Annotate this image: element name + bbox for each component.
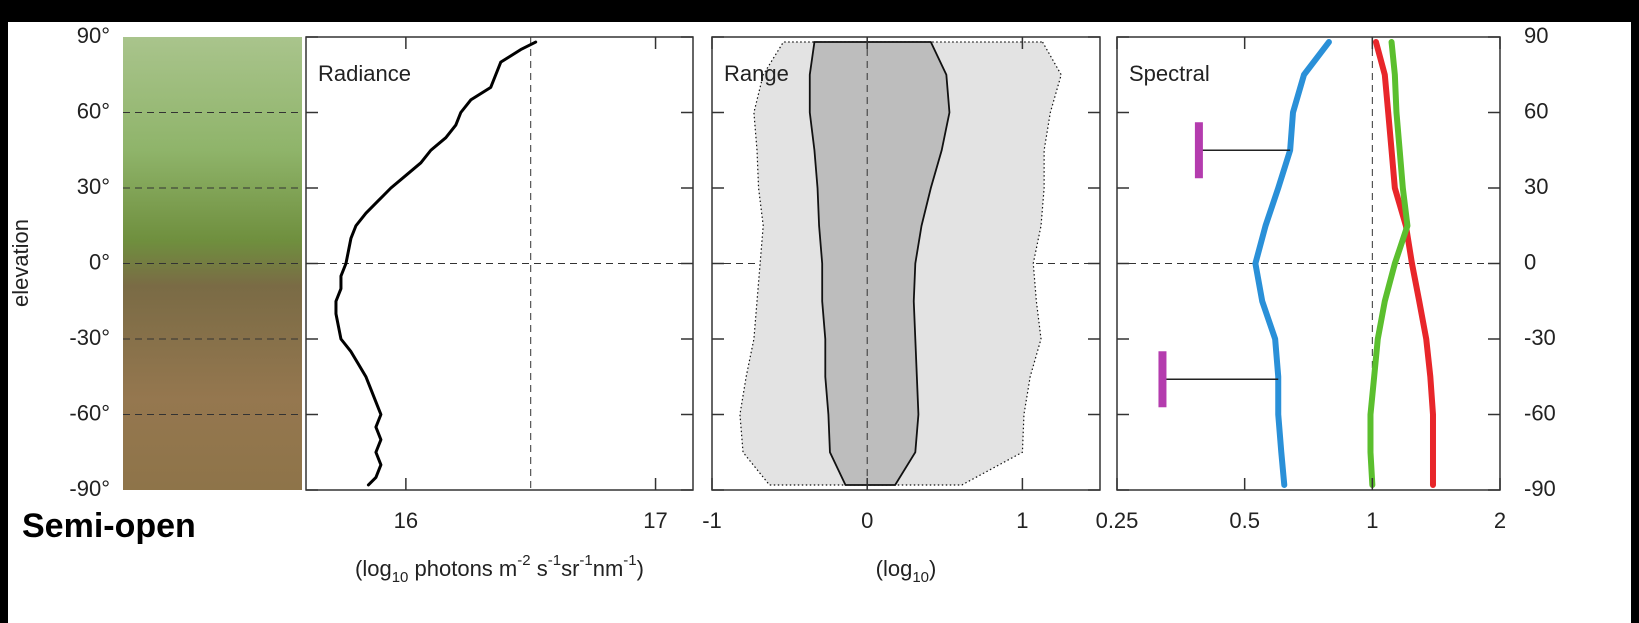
- series-line: [334, 40, 538, 487]
- x-tick-label: 1: [1016, 508, 1028, 533]
- y-tick-label: -30: [1524, 325, 1556, 350]
- panel-title: Radiance: [318, 61, 411, 86]
- y-tick-label: -90°: [69, 476, 110, 501]
- x-axis-label: (log10 photons m-2 s-1sr-1nm-1): [355, 552, 644, 586]
- x-axis-label-part: (log: [876, 556, 913, 581]
- marker-bar: [1158, 351, 1167, 408]
- y-tick-label: 30: [1524, 174, 1548, 199]
- x-axis-label-part: -1: [623, 552, 636, 569]
- marker-bar: [1194, 122, 1203, 179]
- x-tick-label: 17: [643, 508, 667, 533]
- x-tick-label: 0.5: [1229, 508, 1260, 533]
- x-tick-label: 0.25: [1096, 508, 1139, 533]
- y-tick-label: 0°: [89, 249, 110, 274]
- x-tick-label: 1: [1366, 508, 1378, 533]
- y-tick-label: 90: [1524, 23, 1548, 48]
- y-tick-label: 60°: [77, 98, 110, 123]
- figure-label: Semi-open: [22, 507, 196, 545]
- x-axis-label: (log10): [876, 556, 937, 586]
- x-tick-label: -1: [702, 508, 722, 533]
- x-axis-label-part: ): [929, 556, 936, 581]
- x-axis-label-part: -2: [517, 552, 530, 569]
- x-axis-label-part: 10: [912, 569, 929, 586]
- x-axis-label-part: 10: [392, 569, 409, 586]
- range-band: [808, 41, 951, 486]
- y-tick-label: 0: [1524, 249, 1536, 274]
- y-axis-label: elevation: [8, 219, 33, 307]
- panel-title: Spectral: [1129, 61, 1210, 86]
- x-axis-label-part: ): [637, 556, 644, 581]
- x-axis-label-part: (log: [355, 556, 392, 581]
- x-tick-label: 2: [1494, 508, 1506, 533]
- x-axis-label-part: s: [531, 556, 548, 581]
- x-axis-label-part: sr: [561, 556, 579, 581]
- y-tick-label: -60°: [69, 400, 110, 425]
- y-tick-label: -90: [1524, 476, 1556, 501]
- x-tick-label: 16: [394, 508, 418, 533]
- x-tick-label: 0: [861, 508, 873, 533]
- x-axis-label-part: -1: [548, 552, 561, 569]
- series-line: [1372, 39, 1436, 488]
- panel-title: Range: [724, 61, 789, 86]
- y-tick-label: -30°: [69, 325, 110, 350]
- series-line: [1367, 39, 1411, 488]
- y-tick-label: 30°: [77, 174, 110, 199]
- series-line: [1252, 39, 1332, 488]
- x-axis-label-part: photons m: [408, 556, 517, 581]
- y-tick-label: -60: [1524, 400, 1556, 425]
- y-tick-label: 60: [1524, 98, 1548, 123]
- x-axis-label-part: -1: [579, 552, 592, 569]
- y-tick-label: 90°: [77, 23, 110, 48]
- x-axis-label-part: nm: [593, 556, 624, 581]
